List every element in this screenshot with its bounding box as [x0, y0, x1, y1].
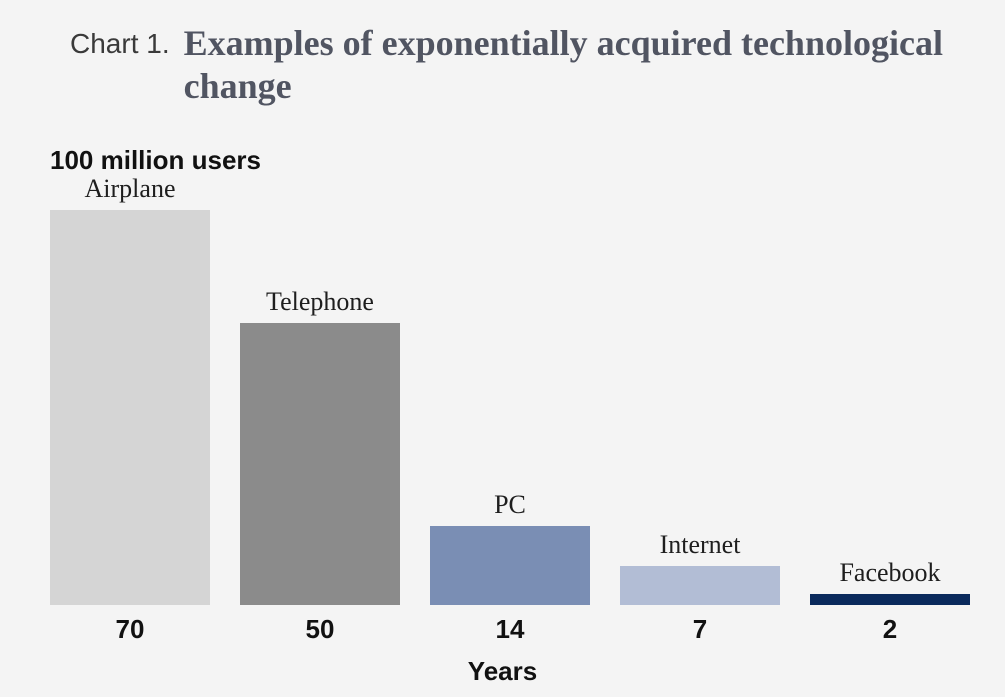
bar-group: Internet: [620, 526, 780, 606]
bar-value: 70: [50, 614, 210, 645]
chart-header: Chart 1. Examples of exponentially acqui…: [70, 22, 975, 108]
bar-rect: [810, 594, 970, 605]
bar-value: 2: [810, 614, 970, 645]
bar-group: Facebook: [810, 554, 970, 605]
bar-label: PC: [430, 490, 590, 520]
bar-label: Telephone: [240, 287, 400, 317]
bar-group: Telephone: [240, 283, 400, 605]
bar-rect: [430, 526, 590, 605]
bar-label: Facebook: [810, 558, 970, 588]
bar-label: Internet: [620, 530, 780, 560]
chart-title: Examples of exponentially acquired techn…: [184, 22, 975, 108]
bar-group: Airplane: [50, 170, 210, 605]
bar-group: PC: [430, 486, 590, 605]
bar-rect: [620, 566, 780, 606]
bar-label: Airplane: [50, 174, 210, 204]
bar-value: 14: [430, 614, 590, 645]
x-axis-label: Years: [0, 656, 1005, 687]
bar-rect: [240, 323, 400, 605]
plot-area: Airplane Telephone PC Internet Facebook: [50, 175, 970, 605]
bar-value: 50: [240, 614, 400, 645]
bar-rect: [50, 210, 210, 605]
bar-value: 7: [620, 614, 780, 645]
chart-number: Chart 1.: [70, 22, 170, 60]
